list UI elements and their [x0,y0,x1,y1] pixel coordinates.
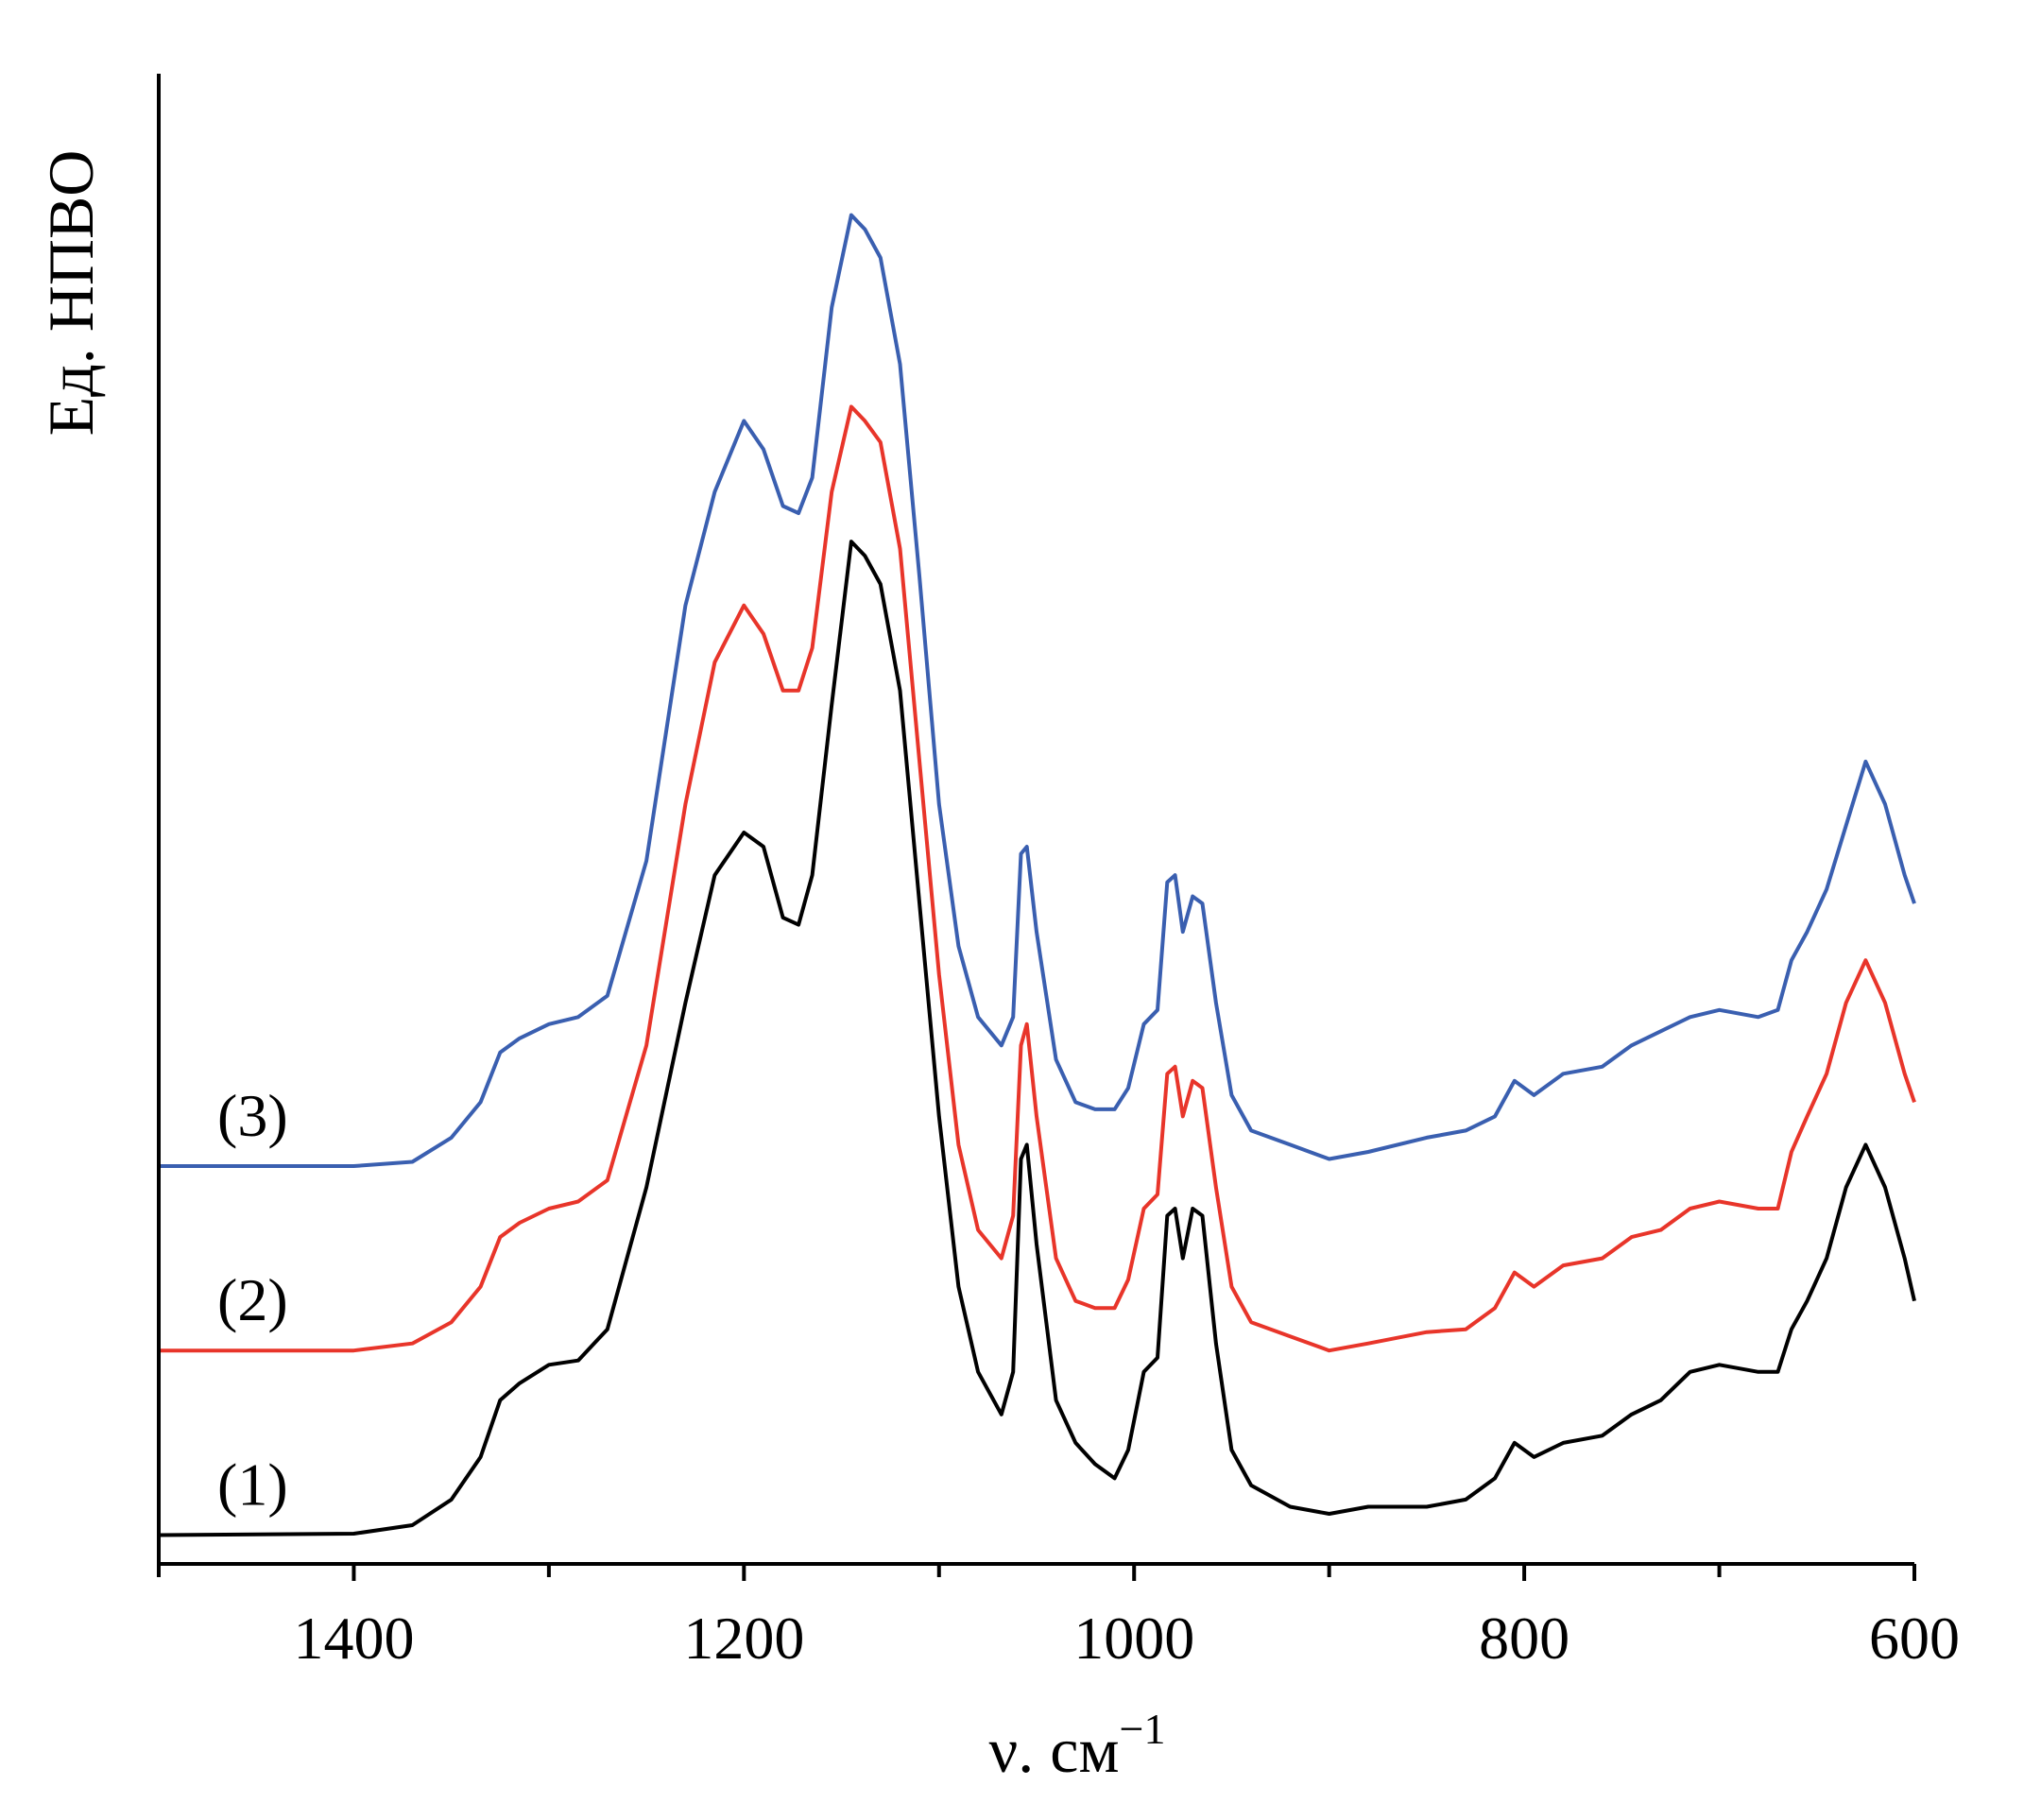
x-tick-label: 1000 [1073,1605,1194,1672]
series-label: (3) [217,1082,288,1149]
label-layer: 1400 1200 1000 800 600 ν. см−1 Ед. НПВО (1) (2) (… [35,150,1960,1786]
series-label: (2) [217,1266,288,1333]
series-line [159,213,1916,1168]
axes-layer [157,74,1916,1581]
series-line [159,404,1916,1353]
x-tick-label: 1200 [683,1605,804,1672]
y-axis-title: Ед. НПВО [35,150,107,437]
x-tick-label: 1400 [293,1605,414,1672]
x-tick-label: 600 [1869,1605,1960,1672]
series-line [158,540,1916,1537]
x-tick-label: 800 [1479,1605,1569,1672]
x-axis-title: ν. см−1 [989,1705,1166,1786]
series-label: (1) [217,1451,288,1518]
series-layer [158,213,1916,1537]
